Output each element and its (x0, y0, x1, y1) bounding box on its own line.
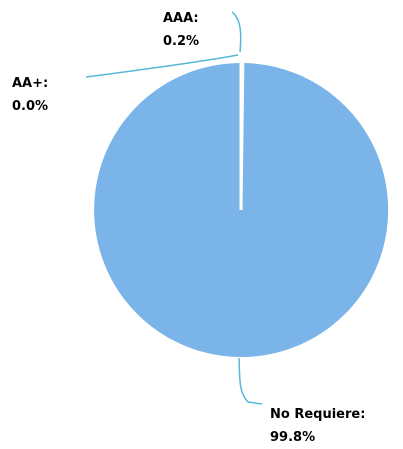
slice-labels: AAA: 0.2% AA+: 0.0% No Requiere: 99.8% (12, 11, 365, 445)
label-aaa-value: 0.2% (163, 34, 199, 49)
label-aaplus-value: 0.0% (12, 99, 48, 114)
slice-separator (239, 62, 245, 211)
leader-lines (85, 11, 263, 405)
leader-line-aaplus (85, 54, 239, 78)
leader-line-norequiere (238, 357, 263, 405)
label-aaa-name: AAA: (163, 11, 199, 26)
label-norequiere-value: 99.8% (270, 430, 315, 445)
label-aaplus-name: AA+: (12, 76, 48, 91)
leader-line-aaa (231, 11, 242, 53)
pie-separators (239, 62, 245, 211)
label-norequiere-name: No Requiere: (270, 407, 365, 422)
